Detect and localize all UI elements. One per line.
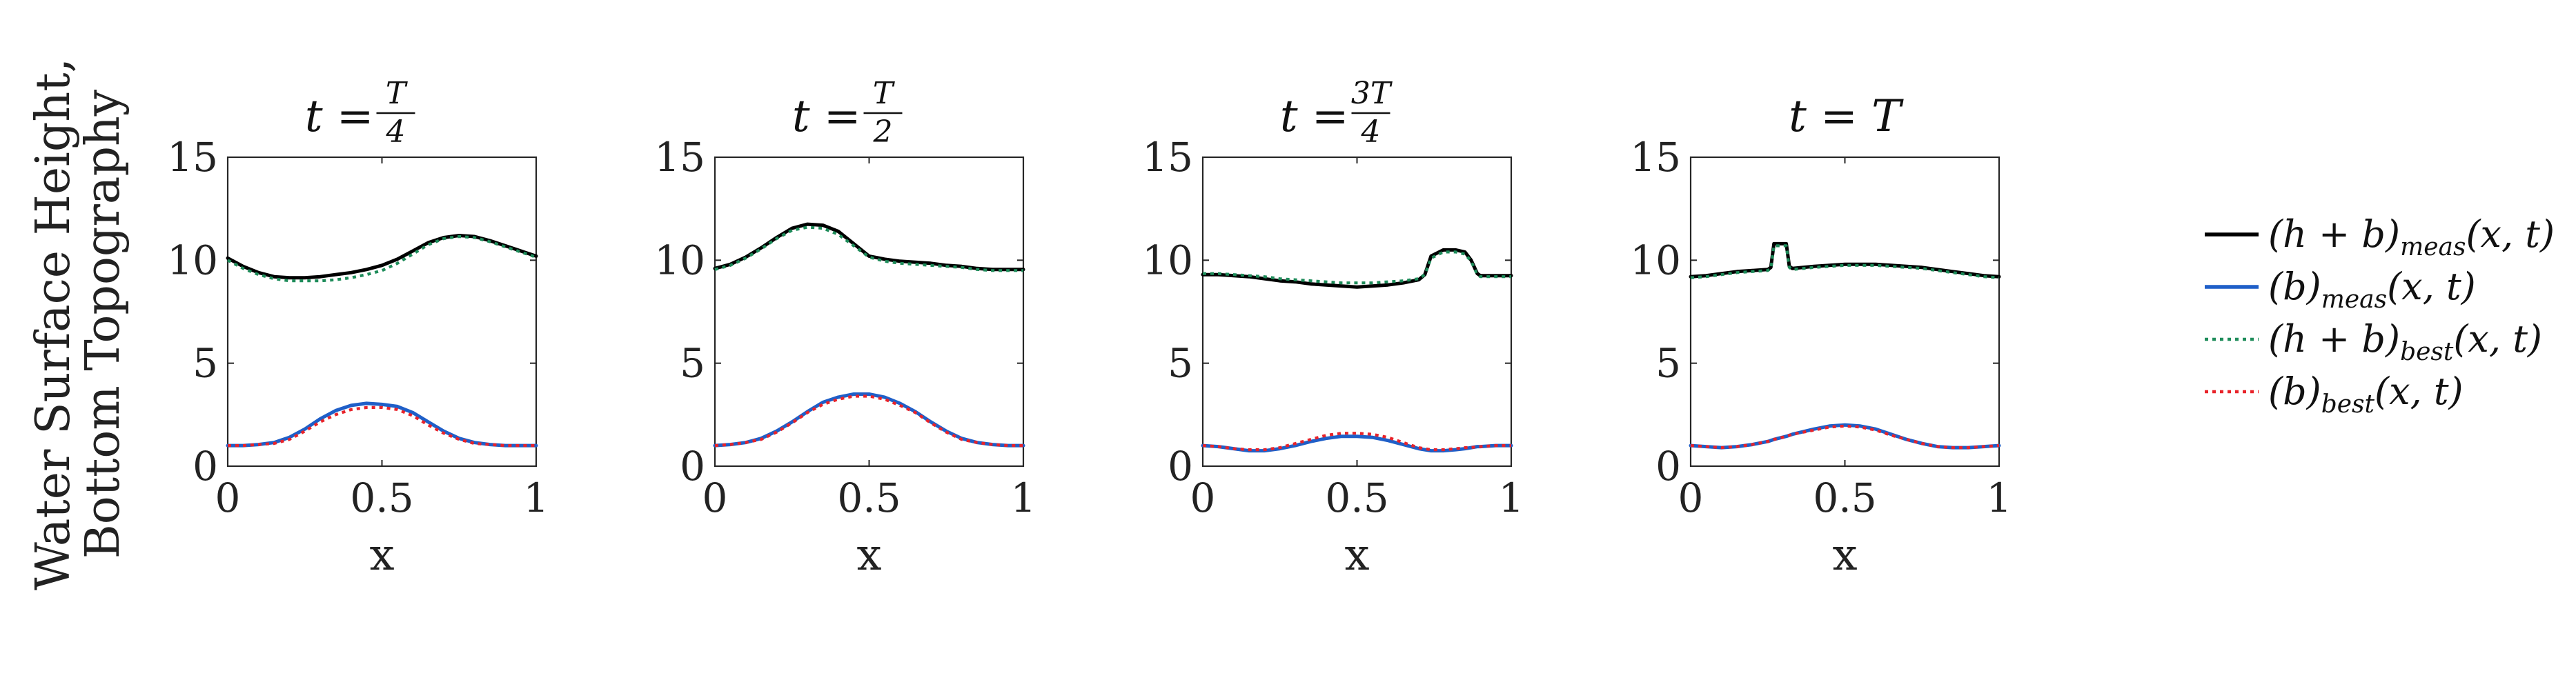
y-tick-label: 10 bbox=[167, 237, 218, 283]
y-axis-label: Water Surface Height, Bottom Topography bbox=[26, 58, 130, 590]
plot-frame bbox=[1689, 156, 2000, 468]
panel-title: t = T bbox=[1789, 91, 1904, 142]
plot-frame bbox=[1201, 156, 1513, 468]
x-tick-label: 1 bbox=[1011, 474, 1036, 521]
y-tick-label: 10 bbox=[654, 237, 705, 283]
series-line-best-bottom bbox=[228, 405, 536, 448]
x-tick-label: 0 bbox=[702, 474, 728, 521]
title-numerator: T bbox=[873, 76, 896, 111]
legend-label-sub: meas bbox=[2321, 286, 2387, 314]
legend-label-args: (x, t) bbox=[2375, 370, 2464, 413]
panel-title: t = T4 bbox=[305, 76, 415, 150]
series-line-meas-total bbox=[713, 222, 1025, 272]
x-tick-label: 0 bbox=[1678, 474, 1704, 521]
y-tick-label: 15 bbox=[1630, 134, 1681, 181]
series-line-best-bottom bbox=[1690, 424, 2000, 450]
y-tick-label: 0 bbox=[1655, 443, 1681, 490]
series-line-meas-total bbox=[1201, 248, 1513, 289]
y-tick-label: 15 bbox=[167, 134, 218, 181]
x-axis-label: x bbox=[1344, 530, 1369, 581]
series-line-meas-bottom bbox=[713, 392, 1025, 448]
title-denominator: 2 bbox=[873, 114, 893, 150]
series-line-best-total bbox=[1203, 250, 1511, 285]
y-tick-label: 10 bbox=[1630, 237, 1681, 283]
title-numerator: T bbox=[386, 76, 409, 111]
y-tick-label: 0 bbox=[193, 443, 218, 490]
x-tick-label: 1 bbox=[1499, 474, 1524, 521]
legend-label-main: (b) bbox=[2268, 265, 2321, 308]
y-tick-label: 15 bbox=[1142, 134, 1193, 181]
series-line-best-bottom bbox=[714, 394, 1023, 448]
title-numerator: 3T bbox=[1351, 76, 1393, 111]
panel-title: t = 3T4 bbox=[1280, 76, 1393, 150]
series-line-meas-bottom bbox=[1689, 423, 2001, 450]
series-line-meas-bottom bbox=[226, 401, 538, 448]
legend-entry-meas-bottom: (b)meas(x, t) bbox=[2205, 265, 2476, 314]
legend-label: (b)best(x, t) bbox=[2268, 370, 2464, 419]
legend-label-args: (x, t) bbox=[2387, 265, 2476, 308]
x-tick-label: 0 bbox=[215, 474, 241, 521]
legend: (h + b)meas(x, t)(b)meas(x, t)(h + b)bes… bbox=[2205, 212, 2555, 419]
legend-label-main: (h + b) bbox=[2268, 317, 2400, 361]
title-prefix: t = bbox=[792, 91, 861, 142]
legend-entry-meas-total: (h + b)meas(x, t) bbox=[2205, 212, 2555, 261]
legend-label-sub: meas bbox=[2400, 233, 2466, 261]
y-tick-label: 5 bbox=[193, 340, 218, 387]
title-denominator: 4 bbox=[386, 114, 406, 150]
legend-entry-best-total: (h + b)best(x, t) bbox=[2205, 317, 2542, 366]
panel-title: t = T2 bbox=[792, 76, 903, 150]
plot-frame bbox=[714, 156, 1025, 468]
series-line-meas-total bbox=[226, 234, 538, 280]
panel-title-text: t = T bbox=[1789, 91, 1904, 142]
x-tick-label: 0.5 bbox=[1813, 474, 1876, 521]
y-axis-label-line2: Bottom Topography bbox=[76, 89, 130, 559]
legend-label: (h + b)meas(x, t) bbox=[2268, 212, 2555, 261]
y-tick-label: 5 bbox=[1168, 340, 1193, 387]
y-tick-label: 0 bbox=[680, 443, 705, 490]
series-line-best-bottom bbox=[1202, 432, 1511, 452]
legend-label-args: (x, t) bbox=[2466, 212, 2555, 256]
y-tick-label: 0 bbox=[1168, 443, 1193, 490]
x-axis-label: x bbox=[856, 530, 881, 581]
x-tick-label: 1 bbox=[1987, 474, 2012, 521]
x-tick-label: 0.5 bbox=[350, 474, 413, 521]
legend-label-args: (x, t) bbox=[2453, 317, 2542, 361]
x-tick-label: 0.5 bbox=[837, 474, 901, 521]
x-axis-label: x bbox=[1832, 530, 1857, 581]
plot-frame bbox=[226, 156, 538, 468]
legend-label-main: (b) bbox=[2268, 370, 2321, 413]
y-tick-label: 5 bbox=[1655, 340, 1681, 387]
legend-label-sub: best bbox=[2321, 390, 2375, 419]
x-tick-label: 0 bbox=[1190, 474, 1216, 521]
title-denominator: 4 bbox=[1361, 114, 1381, 150]
y-tick-label: 5 bbox=[680, 340, 705, 387]
legend-entry-best-bottom: (b)best(x, t) bbox=[2205, 370, 2464, 419]
title-prefix: t = bbox=[1789, 91, 1871, 142]
legend-label: (h + b)best(x, t) bbox=[2268, 317, 2542, 366]
y-axis-label-line1: Water Surface Height, bbox=[26, 58, 81, 590]
y-tick-label: 15 bbox=[654, 134, 705, 181]
series-line-best-total bbox=[227, 234, 537, 283]
y-tick-label: 10 bbox=[1142, 237, 1193, 283]
x-tick-label: 1 bbox=[524, 474, 549, 521]
title-prefix: t = bbox=[305, 91, 374, 142]
x-axis-label: x bbox=[369, 530, 394, 581]
x-tick-label: 0.5 bbox=[1325, 474, 1388, 521]
title-value: T bbox=[1871, 91, 1904, 142]
legend-label-main: (h + b) bbox=[2268, 212, 2400, 256]
title-prefix: t = bbox=[1280, 91, 1349, 142]
series-line-best-total bbox=[1690, 244, 2000, 279]
legend-label-sub: best bbox=[2400, 338, 2454, 366]
legend-label: (b)meas(x, t) bbox=[2268, 265, 2476, 314]
